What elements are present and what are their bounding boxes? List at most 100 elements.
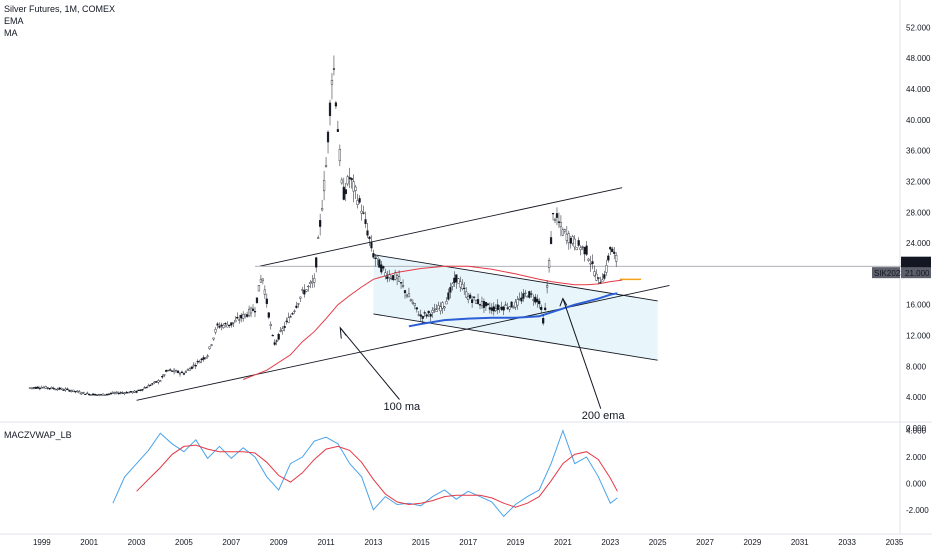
candle-body — [127, 392, 130, 394]
annotation-200-ema: 200 ema — [582, 410, 626, 422]
price-tick-label: 0.000 — [906, 424, 927, 433]
candle-body — [42, 387, 45, 389]
candle-body — [340, 179, 343, 184]
candle-body — [455, 274, 458, 283]
candle-body — [186, 369, 189, 371]
candle-body — [526, 296, 529, 298]
candle-body — [299, 296, 302, 299]
trendline — [259, 187, 623, 267]
indicator-tick-label: 0.000 — [906, 479, 927, 488]
candle-body — [530, 293, 533, 295]
candle-body — [603, 274, 606, 279]
candle-body — [137, 389, 140, 391]
candle-body — [344, 189, 347, 195]
candle-body — [607, 255, 610, 261]
indicator-tick-label: 2.000 — [906, 453, 927, 462]
candle-body — [589, 263, 592, 265]
candle-body — [135, 390, 138, 393]
candle-body — [94, 394, 97, 396]
candle-body — [309, 282, 312, 284]
candle-body — [419, 314, 422, 317]
candle-body — [66, 388, 69, 390]
candle-body — [238, 319, 241, 321]
candle-body — [159, 380, 162, 382]
candle-body — [478, 304, 482, 306]
candle-body — [265, 298, 268, 304]
candle-body — [247, 308, 251, 317]
candle-body — [293, 310, 296, 312]
candle-body — [232, 322, 235, 324]
candle-body — [405, 294, 409, 297]
candle-body — [60, 388, 63, 390]
annotation-100-ma: 100 ma — [383, 401, 421, 413]
indicator-ema-label[interactable]: EMA — [4, 16, 24, 26]
price-tick-label: 36.000 — [906, 147, 931, 156]
time-axis[interactable]: 1999 2001 2003 2005 2007 2009 2011 2013 2015 2017… — [33, 538, 904, 547]
candle-body — [295, 305, 298, 308]
candle-body — [139, 389, 142, 391]
candle-body — [595, 273, 598, 281]
candle-body — [474, 299, 478, 304]
candle-body — [336, 129, 339, 132]
candle-body — [76, 390, 79, 393]
time-tick-label: 2035 — [886, 538, 904, 547]
candle-body — [544, 307, 547, 310]
candle-body — [246, 314, 249, 317]
price-tick-label: 12.000 — [906, 332, 931, 341]
candle-body — [498, 306, 501, 309]
time-tick-label: 2033 — [838, 538, 856, 547]
candle-body — [236, 316, 239, 319]
candle-body — [324, 165, 328, 167]
indicator-tick-label: 4.000 — [906, 427, 927, 436]
candle-body — [74, 391, 77, 393]
candle-body — [581, 246, 584, 248]
candle-body — [522, 293, 525, 299]
candle-body — [216, 323, 219, 326]
candle-body — [494, 308, 497, 311]
candle-body — [352, 181, 355, 192]
candle-body — [615, 254, 618, 262]
candle-body — [321, 208, 324, 211]
indicator-maczvwap-label[interactable]: MACZVWAP_LB — [4, 430, 72, 440]
ticker-tag: SIK2023 — [874, 269, 905, 278]
candle-body — [303, 289, 306, 295]
candle-body — [36, 386, 39, 389]
indicator-ma-label[interactable]: MA — [4, 28, 18, 38]
candle-body — [147, 385, 150, 388]
candle-body — [259, 278, 263, 283]
candle-body — [611, 248, 614, 253]
candle-body — [190, 366, 193, 369]
time-tick-label: 2015 — [412, 538, 430, 547]
candle-body — [151, 383, 154, 385]
candle-body — [220, 324, 223, 327]
candle-body — [204, 357, 207, 359]
candle-body — [263, 289, 266, 295]
level-tag: 21.000 — [905, 269, 930, 278]
candle-body — [486, 303, 489, 306]
candle-body — [315, 257, 318, 268]
candle-body — [350, 178, 353, 181]
candle-body — [447, 292, 450, 300]
candle-body — [362, 212, 365, 214]
candle-body — [358, 198, 361, 203]
candle-body — [415, 307, 418, 310]
price-axis[interactable]: 52.000 48.000 44.000 40.000 36.000 32.000 28.0… — [906, 23, 931, 514]
candle-body — [601, 279, 604, 282]
candle-body — [305, 289, 308, 292]
candle-body — [476, 299, 480, 304]
candle-body — [571, 236, 574, 244]
candle-body — [169, 369, 172, 371]
candle-body — [585, 245, 588, 255]
candle-body — [561, 229, 564, 236]
candle-body — [322, 180, 326, 192]
candle-body — [579, 247, 582, 250]
candle-body — [287, 317, 290, 323]
candle-body — [482, 301, 486, 308]
candle-body — [376, 256, 379, 259]
time-tick-label: 2001 — [80, 538, 98, 547]
candle-body — [48, 388, 51, 390]
maczvwap-line — [112, 429, 618, 518]
trendline — [373, 254, 658, 302]
candle-body — [559, 222, 563, 228]
